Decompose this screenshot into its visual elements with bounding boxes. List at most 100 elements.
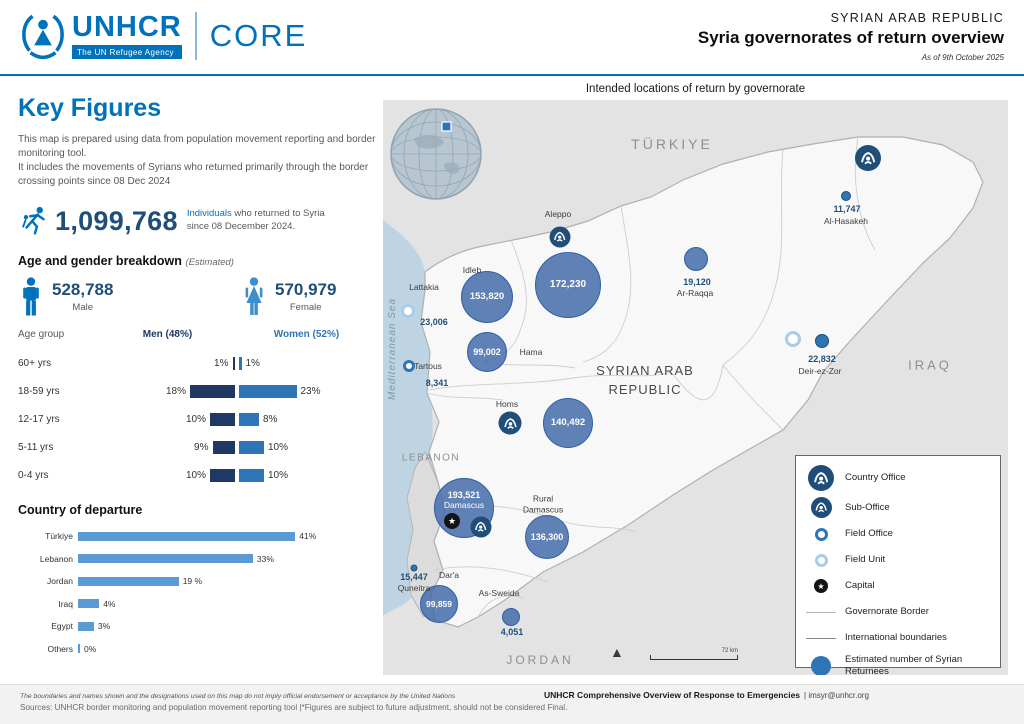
label-idleb: Idleb [462,265,482,275]
field-unit-lattakia-icon [401,304,415,318]
female-count: 570,979 [275,280,337,299]
north-arrow-icon: ▲ [610,644,624,660]
legend-governorate-border: Governorate Border [806,602,990,622]
departure-country: Iraq [58,598,73,609]
bubble-value: 99,859 [426,598,452,609]
label-quneitra: Quneitra [397,583,431,593]
women-pct: 10% [268,441,289,453]
map-disclaimer: The boundaries and names shown and the d… [20,693,456,700]
neighbor-label-turkiye: TÜRKIYE [631,136,713,152]
age-row: 5-11 yrs 9% 10% [18,433,376,461]
gender-totals: 528,788 Male 570,979 Female [18,277,376,317]
departure-pct: 3% [97,621,111,632]
label-hama: Hama [519,347,543,357]
men-pct: 1% [214,357,229,369]
map-legend: Country Office Sub-Office Field Office F… [795,455,1001,675]
female-total: 570,979 Female [197,277,376,317]
male-icon [23,277,39,316]
bubble-name: Damascus [443,500,485,511]
age-table-header: Age group Men (48%) Women (52%) [18,329,376,340]
governorate-border-line-icon [806,611,836,613]
label-ar-raqqa: Ar-Raqqa [676,288,714,298]
bubble-value: 153,820 [469,291,505,303]
departure-pct: 19 % [182,576,203,587]
men-bar [212,440,235,454]
core-wordmark: CORE [209,18,308,53]
international-boundary-line-icon [806,637,836,639]
departure-pct: 33% [256,553,274,564]
legend-label: International boundaries [845,632,947,644]
women-pct: 23% [300,385,321,397]
neighbor-label-jordan: JORDAN [506,653,574,667]
label-as-sweida: As-Sweida [478,588,520,598]
age-row: 60+ yrs 1% 1% [18,349,376,377]
syria-label-line2: REPUBLIC [608,382,682,397]
total-returnees-count: 1,099,768 [55,205,178,236]
label-rural-damascus: Rural Damascus [522,493,564,514]
field-office-legend-icon [814,527,828,541]
field-unit-legend-icon [814,553,828,567]
syria-country-label: SYRIAN ARAB REPUBLIC [596,362,694,400]
bubble-idleb: 153,820 [461,271,513,323]
sub-office-aleppo-icon [549,226,571,248]
legend-country-office: Country Office [806,465,990,491]
field-unit-deir-ez-zor-icon [785,331,801,347]
label-aleppo: Aleppo [544,209,572,219]
bubble-as-sweida [502,608,520,626]
departure-country: Jordan [47,576,73,587]
age-gender-note: (Estimated) [185,257,234,268]
capital-star-icon: ★ [444,513,460,529]
scale-label: 72 km [721,648,738,654]
age-label: 5-11 yrs [18,441,54,453]
age-pyramid: 60+ yrs 1% 1% 18-59 yrs 18% 23% 12-17 yr… [18,349,376,489]
caption-highlight: Individuals [186,208,232,220]
female-label: Female [289,302,322,313]
departure-country: Türkiye [45,531,73,542]
male-count: 528,788 [52,280,114,299]
departure-country: Egypt [51,621,73,632]
legend-international-boundaries: International boundaries [806,628,990,648]
departure-bar [78,621,94,631]
departure-pct: 4% [103,598,116,609]
men-bar [210,468,235,482]
marker-al-hasakeh [841,191,851,201]
legend-label: Estimated number of Syrian Returnees [845,654,963,675]
capital-legend-icon: ★ [814,579,828,593]
org-line: UNHCR Comprehensive Overview of Response… [544,690,801,700]
departure-row: Lebanon 33% [18,548,376,571]
departure-bar [78,644,80,654]
title-block: SYRIAN ARAB REPUBLIC Syria governorates … [698,11,1004,62]
contact-email[interactable]: | imsyr@unhcr.org [804,691,869,700]
unhcr-tagline: The UN Refugee Agency [72,45,182,59]
departure-pct: 41% [299,531,317,542]
sources-line: Sources: UNHCR border monitoring and pop… [20,703,568,712]
women-pct: 10% [268,469,289,481]
departure-row: Egypt 3% [18,615,376,638]
scale-line [650,655,738,660]
brand-divider [194,12,197,60]
age-row: 18-59 yrs 18% 23% [18,377,376,405]
men-pct: 18% [165,385,186,397]
age-group-col: Age group [18,329,65,340]
women-bar [239,468,264,482]
departure-country: Lebanon [39,553,73,564]
departure-bar [78,554,253,564]
bubble-homs: 140,492 [543,398,593,448]
description-line-1: This map is prepared using data from pop… [18,134,376,159]
women-pct: 1% [245,357,260,369]
page-title: Syria governorates of return overview [697,28,1004,47]
value-as-sweida: 4,051 [500,627,524,637]
departure-bar [78,531,296,541]
country-office-legend-icon [808,465,834,491]
header-rule [0,74,1024,76]
country-heading: SYRIAN ARAB REPUBLIC [830,11,1004,25]
women-pct: 8% [263,413,278,425]
age-label: 12-17 yrs [18,413,60,425]
departure-row: Jordan 19 % [18,570,376,593]
bubble-aleppo: 172,230 [535,252,601,318]
legend-label: Field Unit [845,554,886,566]
legend-returnees: Estimated number of Syrian Returnees [806,654,990,675]
departure-row: Türkiye 41% [18,525,376,548]
women-bar [239,412,259,426]
